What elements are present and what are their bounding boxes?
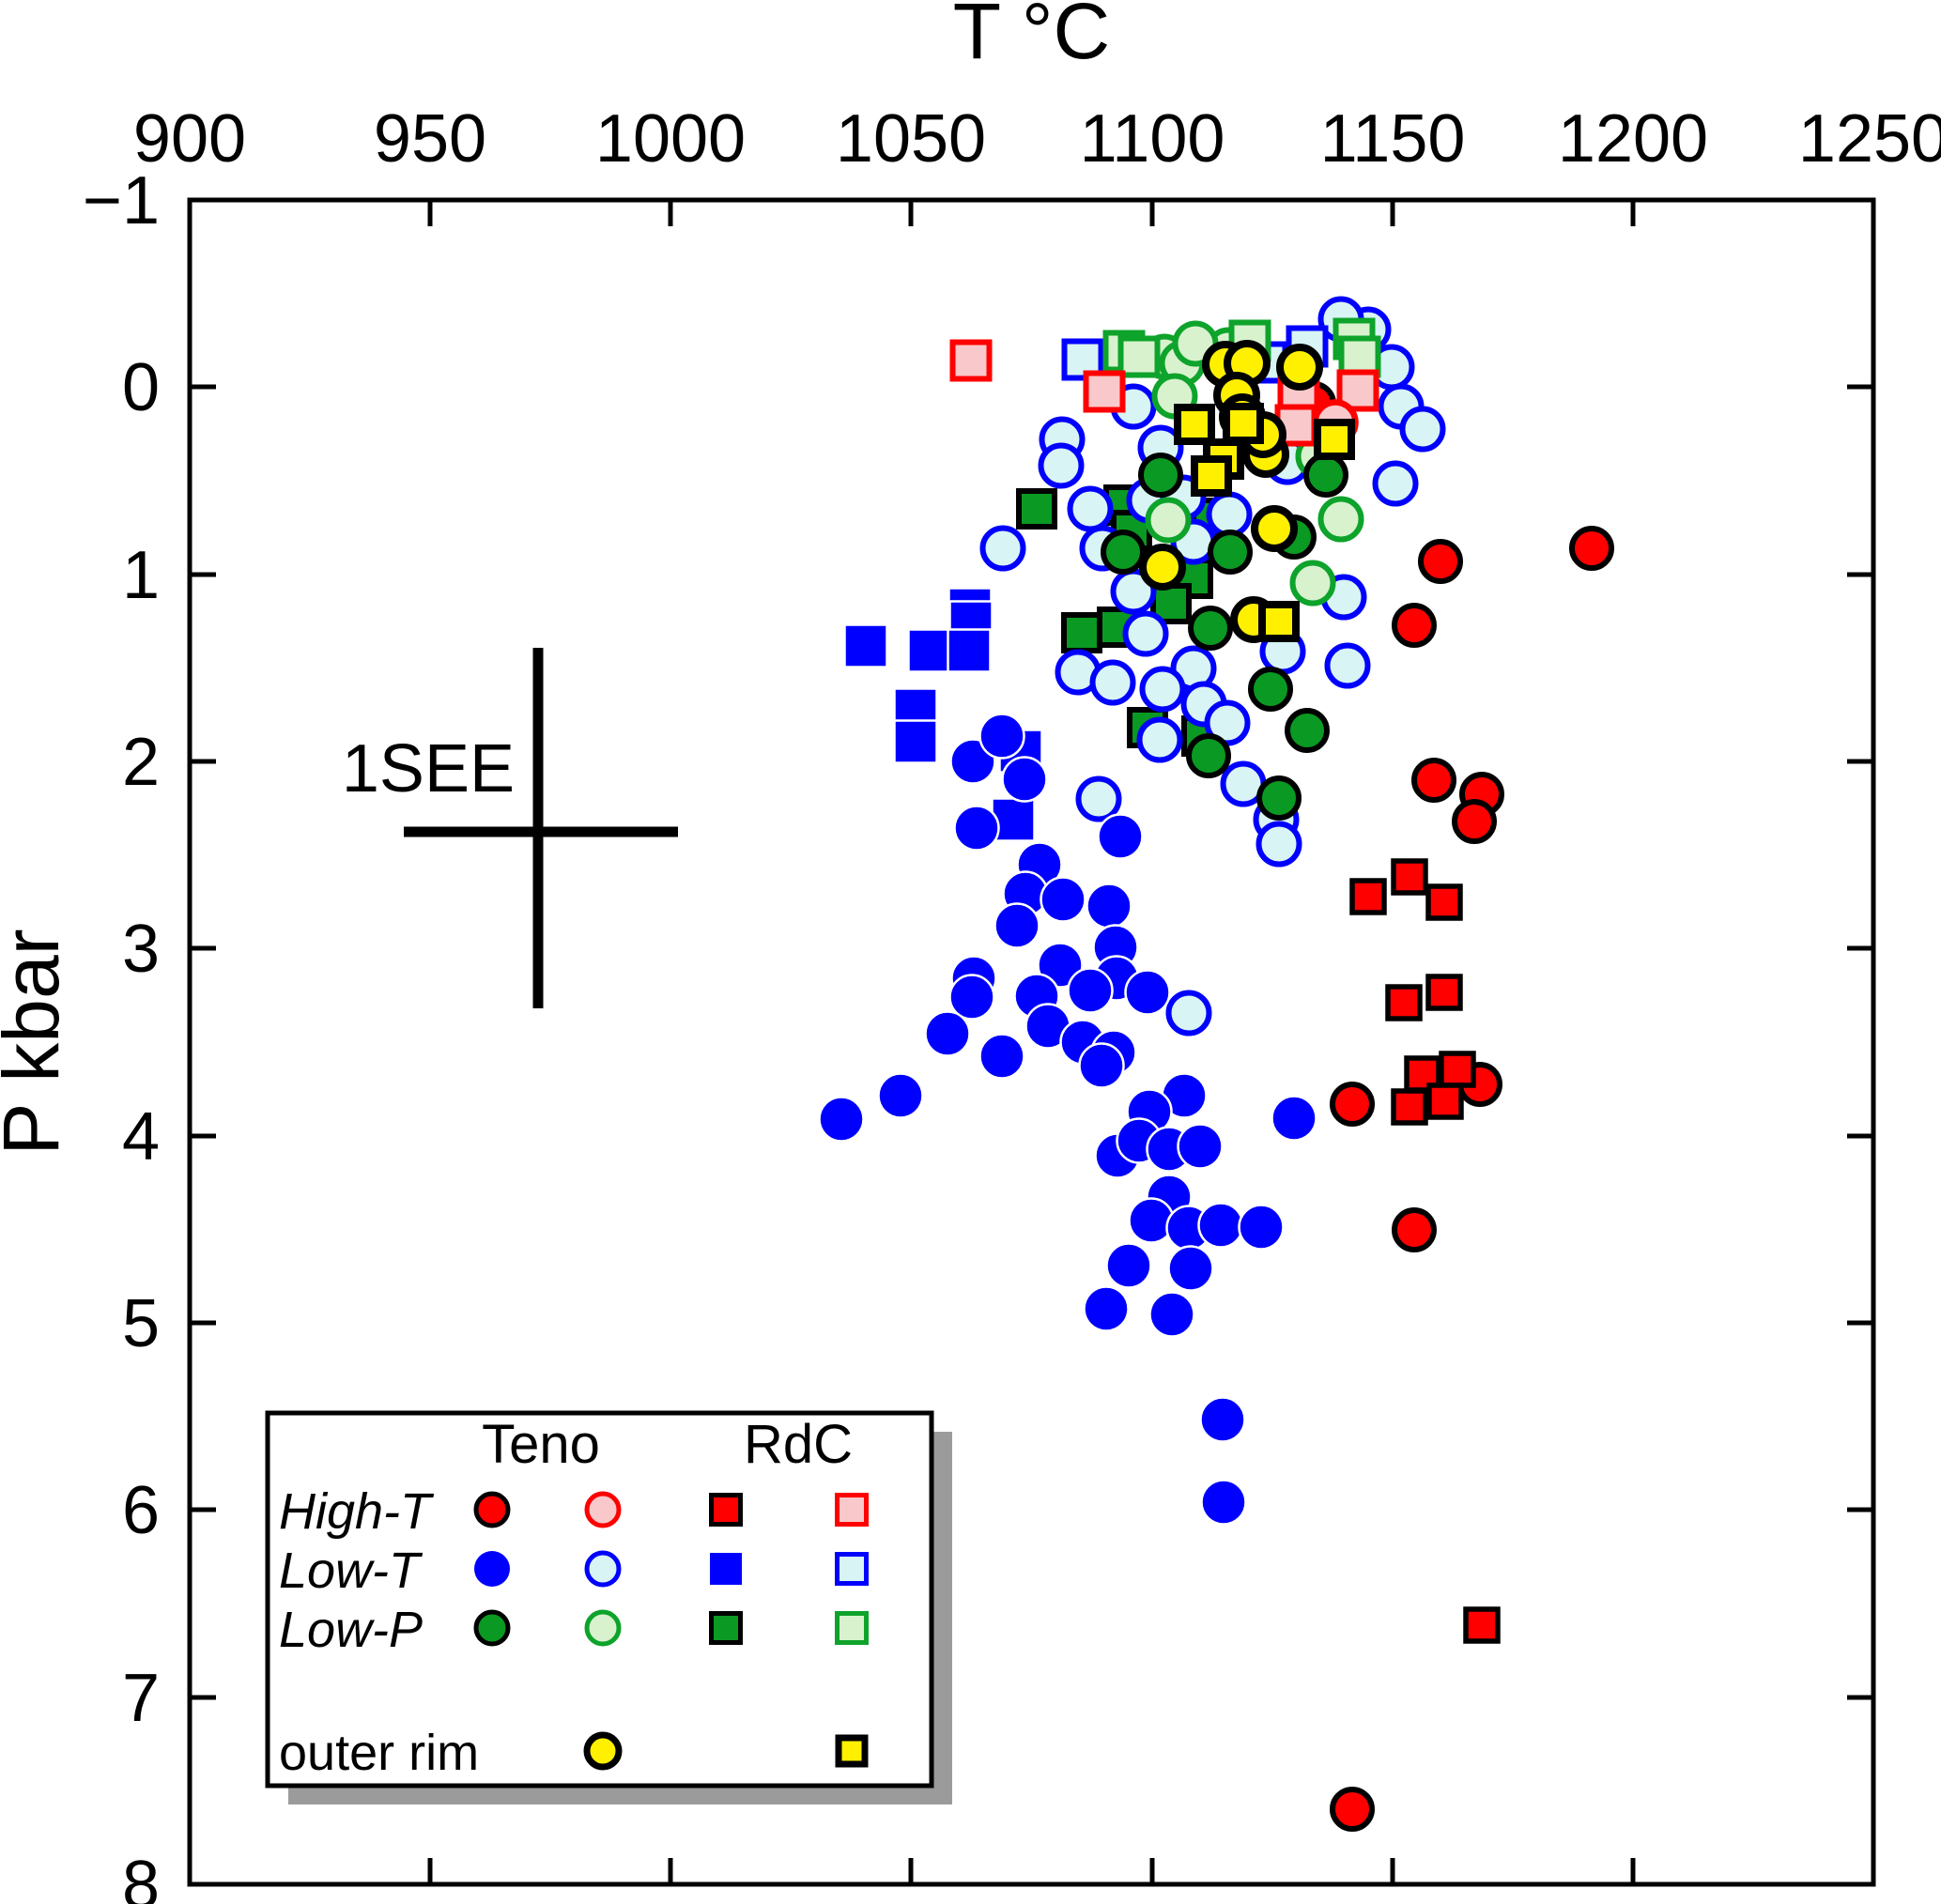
svg-text:4: 4 <box>122 1099 160 1175</box>
svg-text:1250: 1250 <box>1798 101 1941 177</box>
svg-text:1200: 1200 <box>1558 101 1708 177</box>
svg-text:Teno: Teno <box>482 1414 600 1475</box>
svg-text:5: 5 <box>122 1286 160 1361</box>
svg-text:1150: 1150 <box>1320 101 1466 177</box>
svg-text:High-T: High-T <box>279 1483 435 1540</box>
svg-text:P kbar: P kbar <box>0 929 75 1155</box>
svg-text:T °C: T °C <box>953 0 1110 75</box>
svg-text:−1: −1 <box>83 163 160 238</box>
svg-text:6: 6 <box>122 1473 160 1548</box>
svg-text:2: 2 <box>122 725 160 800</box>
svg-text:1100: 1100 <box>1080 101 1225 177</box>
svg-text:Low-P: Low-P <box>279 1602 423 1658</box>
svg-text:7: 7 <box>122 1661 160 1736</box>
svg-text:1000: 1000 <box>595 101 746 177</box>
svg-text:8: 8 <box>122 1848 160 1904</box>
svg-text:1: 1 <box>122 538 160 613</box>
svg-text:950: 950 <box>374 101 486 177</box>
svg-text:1SEE: 1SEE <box>342 731 515 806</box>
svg-text:0: 0 <box>122 350 160 425</box>
svg-text:900: 900 <box>133 101 246 177</box>
svg-text:3: 3 <box>122 912 160 987</box>
svg-text:Low-T: Low-T <box>279 1543 424 1599</box>
svg-text:outer rim: outer rim <box>279 1725 479 1781</box>
svg-text:RdC: RdC <box>744 1414 853 1475</box>
svg-text:1050: 1050 <box>836 101 986 177</box>
